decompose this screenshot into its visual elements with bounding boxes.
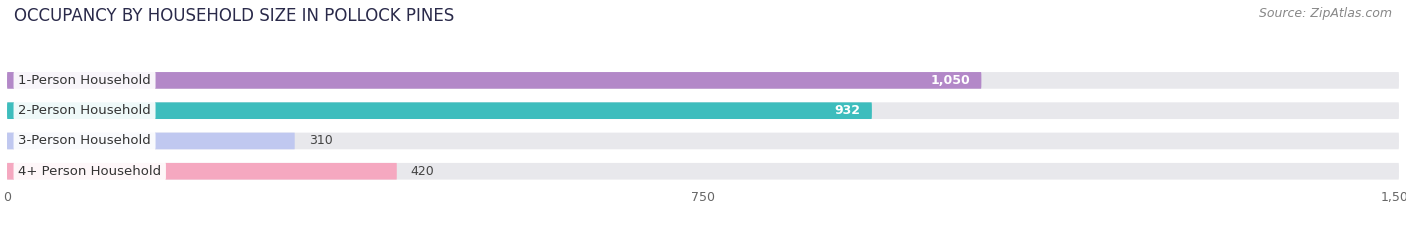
FancyBboxPatch shape [7, 102, 872, 119]
Text: Source: ZipAtlas.com: Source: ZipAtlas.com [1258, 7, 1392, 20]
FancyBboxPatch shape [7, 133, 295, 149]
Text: 4+ Person Household: 4+ Person Household [18, 165, 162, 178]
Text: 3-Person Household: 3-Person Household [18, 134, 150, 147]
FancyBboxPatch shape [7, 102, 1399, 119]
FancyBboxPatch shape [7, 72, 1399, 89]
Text: 420: 420 [411, 165, 434, 178]
FancyBboxPatch shape [7, 72, 981, 89]
Text: 310: 310 [308, 134, 332, 147]
Text: 932: 932 [835, 104, 860, 117]
FancyBboxPatch shape [7, 163, 1399, 180]
Text: 1-Person Household: 1-Person Household [18, 74, 150, 87]
Text: 2-Person Household: 2-Person Household [18, 104, 150, 117]
Text: OCCUPANCY BY HOUSEHOLD SIZE IN POLLOCK PINES: OCCUPANCY BY HOUSEHOLD SIZE IN POLLOCK P… [14, 7, 454, 25]
FancyBboxPatch shape [7, 133, 1399, 149]
FancyBboxPatch shape [7, 163, 396, 180]
Text: 1,050: 1,050 [931, 74, 970, 87]
